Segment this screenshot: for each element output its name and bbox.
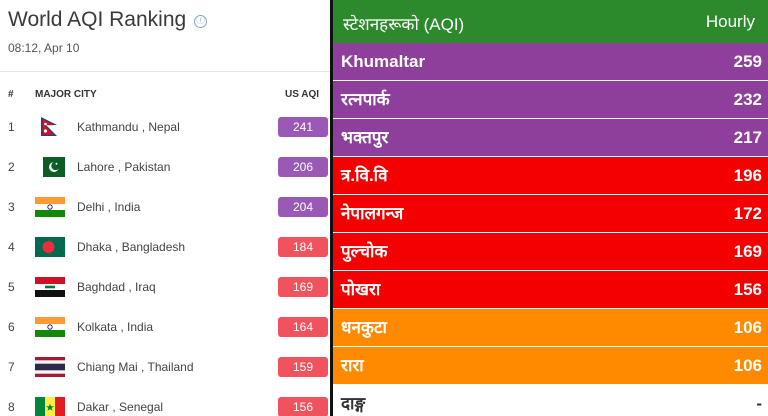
station-aqi-value: 217 <box>733 128 762 147</box>
station-row[interactable]: रारा 106 <box>333 347 768 385</box>
info-icon[interactable]: ⓘ <box>194 15 208 28</box>
india-flag-icon <box>35 197 65 217</box>
station-name: भक्तपुर <box>341 128 389 147</box>
aqi-badge: 156 <box>278 397 328 416</box>
iraq-flag-icon <box>35 277 65 297</box>
aqi-badge: 204 <box>278 197 328 217</box>
ranking-row[interactable]: 4 Dhaka , Bangladesh 184 <box>0 227 330 267</box>
station-header-hourly[interactable]: Hourly <box>705 12 755 31</box>
station-name: पोखरा <box>341 280 381 299</box>
aqi-badge: 159 <box>278 357 328 377</box>
aqi-badge: 164 <box>278 317 328 337</box>
city-name[interactable]: Lahore , Pakistan <box>77 160 171 174</box>
city-name[interactable]: Kathmandu , Nepal <box>77 120 180 134</box>
city-name[interactable]: Chiang Mai , Thailand <box>77 360 194 374</box>
station-row[interactable]: Khumaltar 259 <box>333 43 768 81</box>
column-header-city[interactable]: MAJOR CITY <box>35 89 97 100</box>
rank-number: 6 <box>8 320 15 334</box>
ranking-row[interactable]: 2 Lahore , Pakistan 206 <box>0 147 330 187</box>
ranking-title: World AQI Ranking ⓘ <box>8 8 208 32</box>
station-aqi-value: 196 <box>733 166 762 185</box>
station-row[interactable]: भक्तपुर 217 <box>333 119 768 157</box>
station-aqi-panel: स्टेशनहरूको (AQI) Hourly Khumaltar 259 रत्… <box>333 0 768 416</box>
city-name[interactable]: Kolkata , India <box>77 320 154 334</box>
station-row[interactable]: दाङ्ग - <box>333 385 768 416</box>
ranking-row[interactable]: 5 Baghdad , Iraq 169 <box>0 267 330 307</box>
station-aqi-value: 156 <box>733 280 762 299</box>
station-name: दाङ्ग <box>341 394 366 413</box>
bangladesh-flag-icon <box>35 237 65 257</box>
ranking-row[interactable]: 1 Kathmandu , Nepal 241 <box>0 107 330 147</box>
senegal-flag-icon <box>35 397 65 416</box>
pakistan-flag-icon <box>35 157 65 177</box>
aqi-badge: 184 <box>278 237 328 257</box>
rank-number: 1 <box>8 120 15 134</box>
column-header-rank: # <box>8 89 14 100</box>
rank-number: 4 <box>8 240 15 254</box>
station-aqi-value: 106 <box>733 356 762 375</box>
aqi-badge: 206 <box>278 157 328 177</box>
city-name[interactable]: Dhaka , Bangladesh <box>77 240 186 254</box>
header-divider <box>0 71 330 72</box>
station-name: रारा <box>341 356 364 375</box>
ranking-title-text: World AQI Ranking <box>8 8 187 31</box>
rank-number: 5 <box>8 280 15 294</box>
station-row[interactable]: धनकुटा 106 <box>333 309 768 347</box>
ranking-row[interactable]: 6 Kolkata , India 164 <box>0 307 330 347</box>
thailand-flag-icon <box>35 357 65 377</box>
world-aqi-ranking-panel: World AQI Ranking ⓘ 08:12, Apr 10 # MAJOR… <box>0 0 330 416</box>
city-name[interactable]: Dakar , Senegal <box>77 400 164 414</box>
station-name: धनकुटा <box>341 318 387 337</box>
station-name: त्र.वि.वि <box>341 166 388 185</box>
aqi-badge: 241 <box>278 117 328 137</box>
station-aqi-value: 259 <box>733 52 762 71</box>
nepal-flag-icon <box>35 117 65 137</box>
station-name: Khumaltar <box>341 52 426 71</box>
ranking-row[interactable]: 7 Chiang Mai , Thailand 159 <box>0 347 330 387</box>
city-name[interactable]: Delhi , India <box>77 200 141 214</box>
rank-number: 2 <box>8 160 15 174</box>
station-aqi-value: 232 <box>733 90 762 109</box>
station-aqi-value: - <box>756 394 762 413</box>
station-header-title: स्टेशनहरूको (AQI) <box>343 15 465 34</box>
panel-separator <box>330 0 333 416</box>
station-name: नेपालगन्ज <box>341 204 404 223</box>
station-aqi-value: 106 <box>733 318 762 337</box>
station-name: पुल्चोक <box>341 242 388 261</box>
station-row[interactable]: रत्नपार्क 232 <box>333 81 768 119</box>
station-aqi-value: 169 <box>733 242 762 261</box>
ranking-row[interactable]: 8 Dakar , Senegal 156 <box>0 387 330 416</box>
station-row[interactable]: त्र.वि.वि 196 <box>333 157 768 195</box>
india-flag-icon <box>35 317 65 337</box>
ranking-timestamp: 08:12, Apr 10 <box>8 41 80 55</box>
station-row[interactable]: नेपालगन्ज 172 <box>333 195 768 233</box>
station-aqi-value: 172 <box>733 204 762 223</box>
column-header-aqi[interactable]: US AQI <box>285 89 320 100</box>
ranking-row[interactable]: 3 Delhi , India 204 <box>0 187 330 227</box>
station-name: रत्नपार्क <box>341 90 390 109</box>
station-row[interactable]: पोखरा 156 <box>333 271 768 309</box>
station-header: स्टेशनहरूको (AQI) Hourly <box>333 0 768 43</box>
rank-number: 8 <box>8 400 15 414</box>
city-name[interactable]: Baghdad , Iraq <box>77 280 156 294</box>
station-row[interactable]: पुल्चोक 169 <box>333 233 768 271</box>
rank-number: 7 <box>8 360 15 374</box>
rank-number: 3 <box>8 200 15 214</box>
aqi-badge: 169 <box>278 277 328 297</box>
